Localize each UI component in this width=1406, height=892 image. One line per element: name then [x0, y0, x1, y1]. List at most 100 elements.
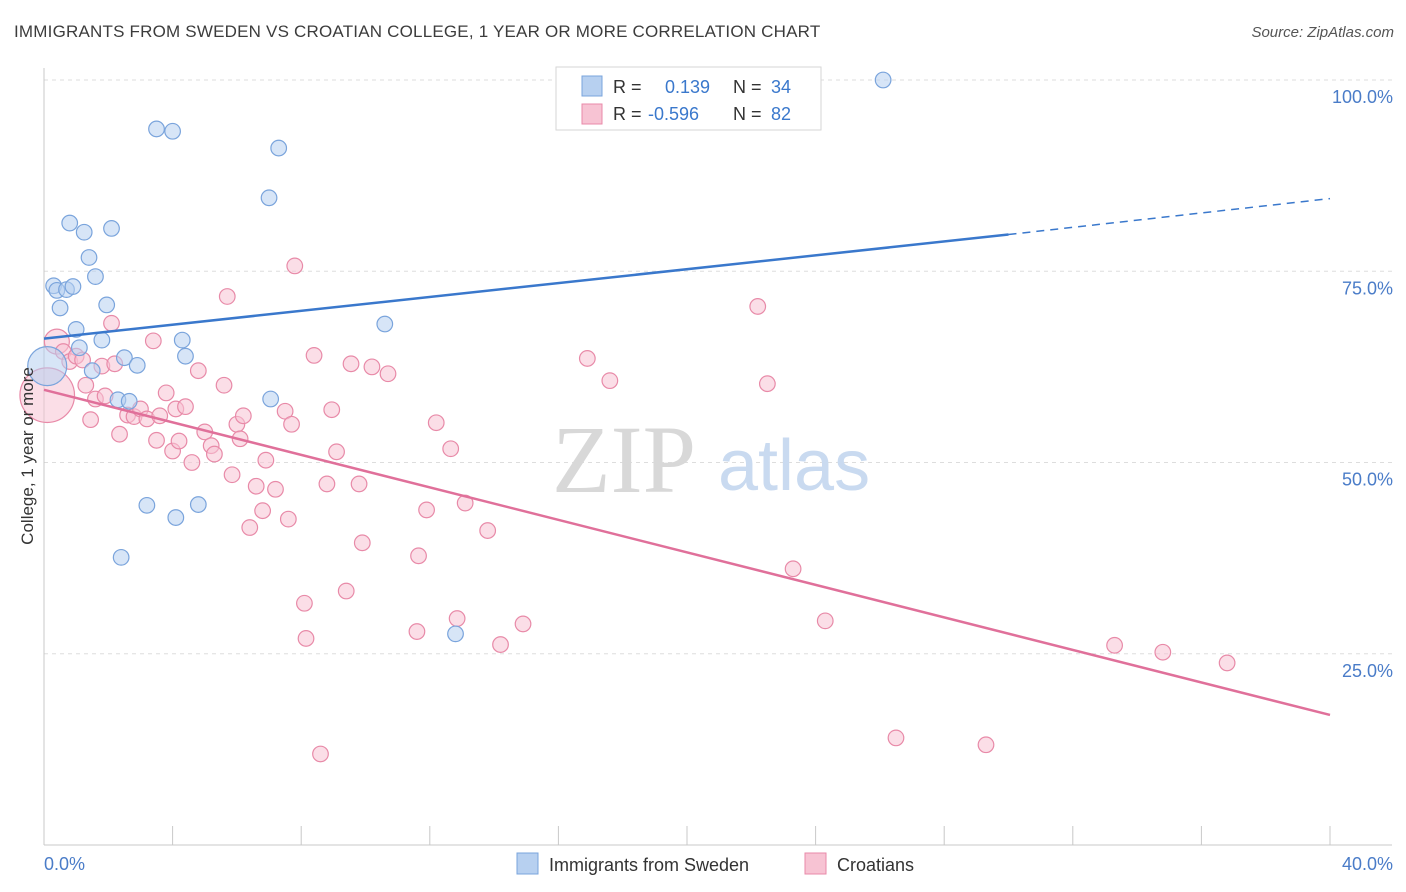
sweden-point	[70, 339, 88, 357]
croatians-point	[223, 466, 241, 484]
series-legend-swatch-croatians	[804, 852, 827, 875]
croatians-point	[111, 425, 128, 443]
croatians-point	[215, 376, 233, 394]
sweden-trend-line	[43, 233, 1009, 340]
sweden-point	[120, 392, 138, 410]
sweden-point	[260, 189, 278, 207]
croatians-point	[82, 411, 100, 429]
croatians-point	[328, 443, 345, 461]
croatians-point	[177, 398, 194, 416]
croatians-point	[144, 332, 162, 350]
legend-n-value-croatians: 82	[771, 104, 791, 124]
croatians-point	[363, 358, 381, 376]
croatians-point	[418, 501, 435, 519]
sweden-point	[189, 496, 207, 513]
croatians-point	[442, 440, 460, 458]
sweden-point	[27, 346, 68, 387]
series-legend-swatch-sweden	[516, 852, 539, 875]
sweden-point	[115, 349, 133, 367]
croatians-point	[342, 355, 360, 373]
croatians-point	[1154, 643, 1172, 661]
croatians-point	[758, 375, 776, 393]
croatians-point	[323, 401, 341, 419]
croatians-point	[103, 314, 120, 332]
source-credit: Source: ZipAtlas.com	[1251, 24, 1394, 41]
croatians-point	[816, 612, 834, 630]
series-legend-label-croatians: Croatians	[837, 855, 914, 875]
croatians-point	[279, 510, 297, 528]
sweden-point	[447, 625, 464, 643]
sweden-point	[64, 278, 82, 295]
croatians-point	[492, 636, 509, 653]
series-legend: Immigrants from Sweden Croatians	[516, 852, 914, 875]
croatians-point	[977, 736, 995, 754]
croatians-point	[784, 560, 802, 578]
sweden-point	[376, 315, 394, 333]
sweden-point	[270, 139, 288, 157]
watermark: ZIP atlas	[552, 406, 870, 513]
sweden-point	[80, 249, 98, 266]
croatians-point	[514, 615, 532, 633]
croatians-point	[205, 445, 223, 463]
croatians-point	[353, 534, 371, 552]
sweden-point	[51, 299, 69, 317]
croatians-point	[157, 384, 175, 402]
y-tick-label-50: 50.0%	[1342, 470, 1393, 490]
sweden-point	[128, 356, 146, 374]
labels-layer: 25.0% 50.0% 75.0% 100.0% 0.0% 40.0%	[44, 87, 1393, 874]
legend-r-label-sweden: R =	[613, 77, 642, 97]
croatians-point	[257, 451, 275, 469]
croatians-point	[77, 376, 95, 394]
sweden-point	[173, 331, 191, 349]
legend-n-label-sweden: N =	[733, 77, 762, 97]
croatians-point	[887, 729, 905, 747]
y-tick-label-100: 100.0%	[1332, 87, 1393, 107]
croatians-point	[254, 502, 272, 520]
croatians-point	[183, 454, 201, 471]
legend-n-label-croatians: N =	[733, 104, 762, 124]
grid-layer	[44, 79, 1392, 655]
sweden-point	[103, 220, 120, 237]
sweden-point	[98, 296, 116, 314]
stats-legend: R = 0.139 N = 34 R = -0.596 N = 82	[555, 66, 822, 131]
x-tick-label-min: 0.0%	[44, 854, 85, 874]
croatians-point	[479, 522, 497, 539]
sweden-point	[262, 390, 280, 408]
croatians-point	[350, 475, 368, 493]
legend-r-value-croatians: -0.596	[648, 104, 699, 124]
croatians-point	[296, 594, 313, 612]
croatians-point	[749, 298, 767, 315]
axes-layer	[43, 68, 1392, 846]
croatians-point	[148, 431, 165, 449]
croatians-point	[170, 432, 188, 450]
legend-r-label-croatians: R =	[613, 104, 642, 124]
sweden-point	[87, 268, 104, 286]
croatians-point	[189, 362, 207, 380]
croatians-point	[286, 257, 304, 275]
croatians-point	[410, 547, 427, 565]
trend-layer	[43, 197, 1331, 717]
croatians-point	[408, 623, 426, 640]
sweden-point	[874, 71, 892, 89]
legend-r-value-sweden: 0.139	[665, 77, 710, 97]
sweden-point	[93, 331, 111, 349]
sweden-point	[67, 320, 85, 338]
watermark-atlas: atlas	[718, 426, 870, 506]
croatians-point	[1106, 636, 1123, 654]
croatians-point	[241, 519, 259, 536]
croatians-point	[312, 745, 329, 763]
x-tick-label-max: 40.0%	[1342, 854, 1393, 874]
sweden-point	[138, 496, 156, 514]
y-axis-title: College, 1 year or more	[18, 367, 37, 545]
croatians-point	[297, 630, 315, 647]
croatians-trend-line	[43, 388, 1331, 717]
sweden-point	[75, 223, 93, 241]
croatians-point	[578, 350, 596, 367]
sweden-point	[167, 509, 185, 526]
croatians-point	[448, 610, 466, 627]
legend-swatch-croatians	[581, 103, 603, 125]
sweden-point	[112, 548, 130, 566]
croatians-point	[218, 288, 236, 305]
croatians-point	[247, 477, 265, 495]
